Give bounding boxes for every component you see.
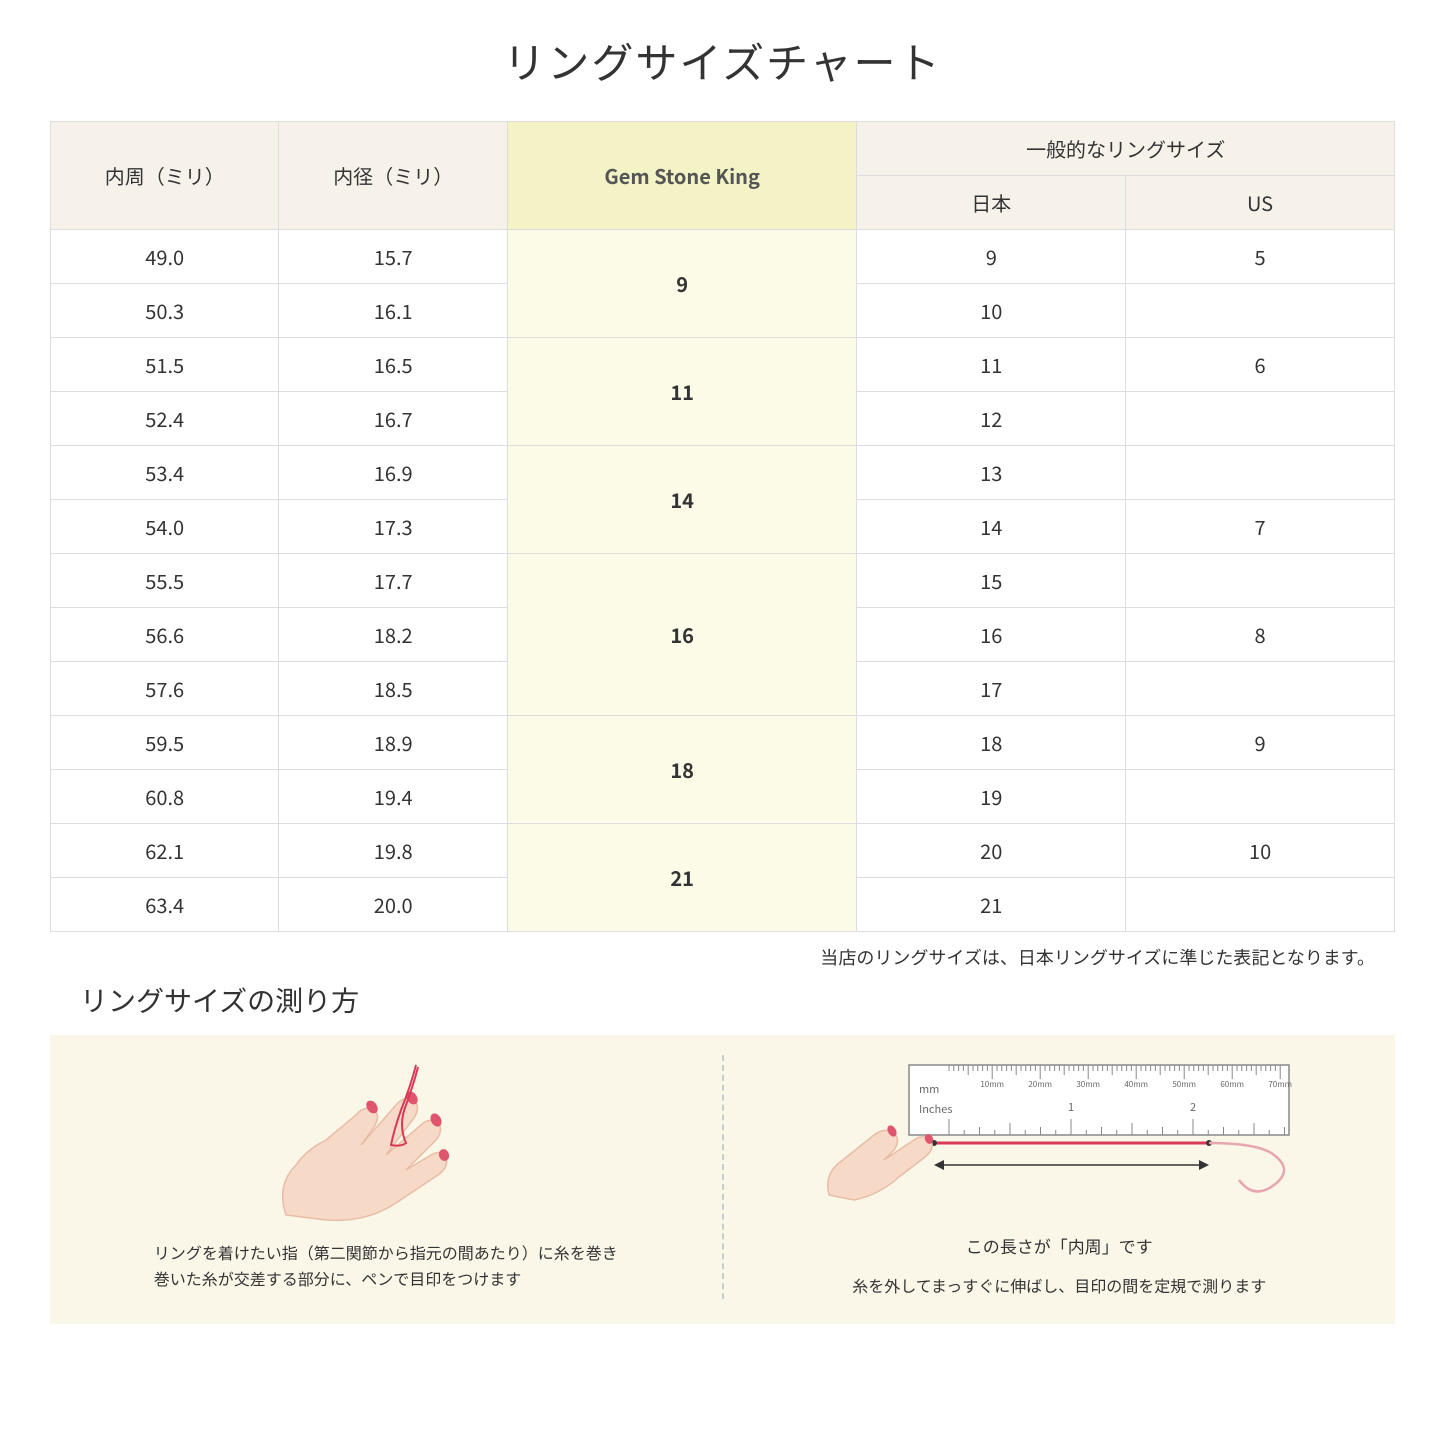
howto-panel: リングを着けたい指（第二関節から指元の間あたり）に糸を巻き 巻いた糸が交差する部… bbox=[50, 1035, 1395, 1324]
cell-naishu: 55.5 bbox=[51, 554, 279, 608]
cell-naikei: 19.4 bbox=[279, 770, 507, 824]
svg-text:20mm: 20mm bbox=[1029, 1079, 1053, 1090]
cell-naikei: 15.7 bbox=[279, 230, 507, 284]
hand-with-thread-icon bbox=[246, 1055, 526, 1225]
svg-text:70mm: 70mm bbox=[1269, 1079, 1293, 1090]
th-naishu: 内周（ミリ） bbox=[51, 122, 279, 230]
cell-gsk: 18 bbox=[507, 716, 856, 824]
th-general: 一般的なリングサイズ bbox=[857, 122, 1395, 176]
page-title: リングサイズチャート bbox=[50, 30, 1395, 91]
cell-naishu: 54.0 bbox=[51, 500, 279, 554]
cell-naikei: 18.2 bbox=[279, 608, 507, 662]
cell-us: 10 bbox=[1126, 824, 1395, 878]
ruler-with-thread-icon: mm Inches 10mm 20mm 30mm 40mm 50mm 60mm 70mm 1… bbox=[819, 1055, 1299, 1225]
howto-divider bbox=[722, 1055, 724, 1299]
cell-naishu: 49.0 bbox=[51, 230, 279, 284]
svg-text:1: 1 bbox=[1068, 1099, 1074, 1115]
cell-naikei: 17.3 bbox=[279, 500, 507, 554]
cell-naishu: 60.8 bbox=[51, 770, 279, 824]
cell-jp: 19 bbox=[857, 770, 1126, 824]
cell-naishu: 52.4 bbox=[51, 392, 279, 446]
cell-naikei: 18.5 bbox=[279, 662, 507, 716]
measure-label: この長さが「内周」です bbox=[966, 1233, 1153, 1258]
cell-naikei: 18.9 bbox=[279, 716, 507, 770]
step2-text: 糸を外してまっすぐに伸ばし、目印の間を定規で測ります bbox=[852, 1273, 1266, 1299]
ruler-inches-label: Inches bbox=[919, 1101, 952, 1117]
ruler-mm-label: mm bbox=[919, 1081, 939, 1097]
cell-jp: 10 bbox=[857, 284, 1126, 338]
svg-text:40mm: 40mm bbox=[1125, 1079, 1149, 1090]
cell-naishu: 59.5 bbox=[51, 716, 279, 770]
cell-jp: 20 bbox=[857, 824, 1126, 878]
cell-naishu: 56.6 bbox=[51, 608, 279, 662]
cell-us bbox=[1126, 878, 1395, 932]
cell-jp: 9 bbox=[857, 230, 1126, 284]
cell-gsk: 16 bbox=[507, 554, 856, 716]
howto-step1: リングを着けたい指（第二関節から指元の間あたり）に糸を巻き 巻いた糸が交差する部… bbox=[80, 1055, 692, 1299]
ring-size-table: 内周（ミリ） 内径（ミリ） Gem Stone King 一般的なリングサイズ … bbox=[50, 121, 1395, 932]
cell-us bbox=[1126, 554, 1395, 608]
cell-jp: 17 bbox=[857, 662, 1126, 716]
cell-naikei: 19.8 bbox=[279, 824, 507, 878]
cell-jp: 18 bbox=[857, 716, 1126, 770]
cell-gsk: 14 bbox=[507, 446, 856, 554]
note-text: 当店のリングサイズは、日本リングサイズに準じた表記となります。 bbox=[50, 944, 1395, 970]
cell-naishu: 50.3 bbox=[51, 284, 279, 338]
cell-gsk: 21 bbox=[507, 824, 856, 932]
svg-text:10mm: 10mm bbox=[981, 1079, 1005, 1090]
cell-gsk: 11 bbox=[507, 338, 856, 446]
cell-jp: 15 bbox=[857, 554, 1126, 608]
table-row: 62.119.8212010 bbox=[51, 824, 1395, 878]
cell-naishu: 53.4 bbox=[51, 446, 279, 500]
cell-us bbox=[1126, 770, 1395, 824]
th-naikei: 内径（ミリ） bbox=[279, 122, 507, 230]
cell-naishu: 51.5 bbox=[51, 338, 279, 392]
cell-naikei: 20.0 bbox=[279, 878, 507, 932]
table-row: 53.416.91413 bbox=[51, 446, 1395, 500]
svg-text:2: 2 bbox=[1190, 1099, 1196, 1115]
table-row: 51.516.511116 bbox=[51, 338, 1395, 392]
step1-text: リングを着けたい指（第二関節から指元の間あたり）に糸を巻き 巻いた糸が交差する部… bbox=[154, 1240, 618, 1291]
cell-naikei: 16.5 bbox=[279, 338, 507, 392]
cell-jp: 11 bbox=[857, 338, 1126, 392]
cell-naishu: 62.1 bbox=[51, 824, 279, 878]
svg-text:50mm: 50mm bbox=[1173, 1079, 1197, 1090]
howto-title: リングサイズの測り方 bbox=[80, 980, 1395, 1020]
cell-naikei: 16.7 bbox=[279, 392, 507, 446]
table-row: 59.518.918189 bbox=[51, 716, 1395, 770]
cell-gsk: 9 bbox=[507, 230, 856, 338]
th-jp: 日本 bbox=[857, 176, 1126, 230]
cell-naikei: 16.1 bbox=[279, 284, 507, 338]
svg-text:30mm: 30mm bbox=[1077, 1079, 1101, 1090]
table-row: 55.517.71615 bbox=[51, 554, 1395, 608]
th-gsk: Gem Stone King bbox=[507, 122, 856, 230]
cell-naikei: 17.7 bbox=[279, 554, 507, 608]
cell-us bbox=[1126, 446, 1395, 500]
cell-jp: 21 bbox=[857, 878, 1126, 932]
cell-naikei: 16.9 bbox=[279, 446, 507, 500]
cell-jp: 13 bbox=[857, 446, 1126, 500]
cell-us: 8 bbox=[1126, 608, 1395, 662]
table-row: 49.015.7995 bbox=[51, 230, 1395, 284]
th-us: US bbox=[1126, 176, 1395, 230]
cell-jp: 14 bbox=[857, 500, 1126, 554]
table-body: 49.015.799550.316.11051.516.51111652.416… bbox=[51, 230, 1395, 932]
cell-us bbox=[1126, 284, 1395, 338]
cell-us: 5 bbox=[1126, 230, 1395, 284]
cell-naishu: 57.6 bbox=[51, 662, 279, 716]
cell-us: 6 bbox=[1126, 338, 1395, 392]
cell-us: 9 bbox=[1126, 716, 1395, 770]
cell-jp: 16 bbox=[857, 608, 1126, 662]
cell-naishu: 63.4 bbox=[51, 878, 279, 932]
howto-step2: mm Inches 10mm 20mm 30mm 40mm 50mm 60mm 70mm 1… bbox=[754, 1055, 1366, 1299]
svg-text:60mm: 60mm bbox=[1221, 1079, 1245, 1090]
cell-us bbox=[1126, 662, 1395, 716]
cell-us: 7 bbox=[1126, 500, 1395, 554]
cell-jp: 12 bbox=[857, 392, 1126, 446]
cell-us bbox=[1126, 392, 1395, 446]
